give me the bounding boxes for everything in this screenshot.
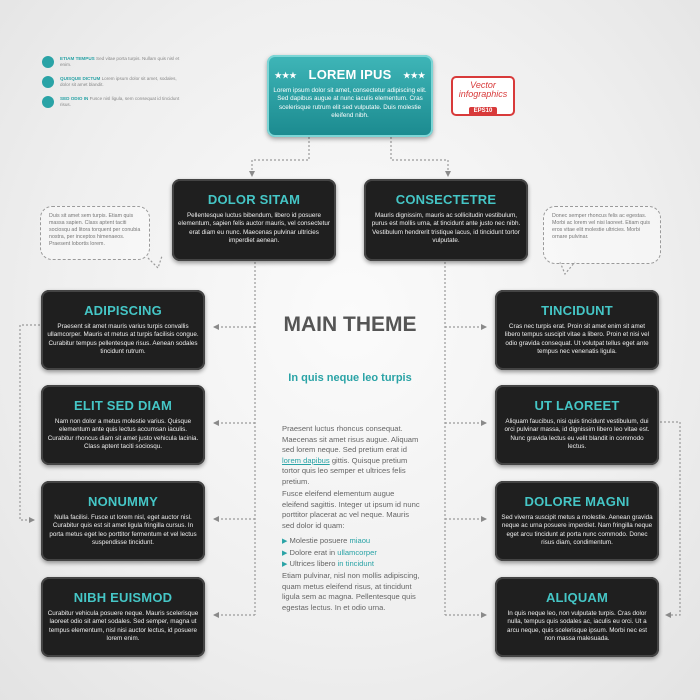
node-nibh-euismod: NIBH EUISMOD Curabitur vehicula posuere …: [41, 577, 205, 657]
list-item: ▶ Molestie posuere miaou: [282, 536, 422, 548]
node-body: Nam non dolor a metus molestie varius. Q…: [47, 418, 199, 450]
bullet-text: Dolore erat in: [289, 547, 338, 557]
star-icon: ★★★: [274, 71, 297, 81]
node-body: Cras nec turpis erat. Proin sit amet eni…: [504, 323, 650, 355]
triangle-bullet-icon: ▶: [282, 561, 288, 568]
node-tincidunt: TINCIDUNT Cras nec turpis erat. Proin si…: [495, 290, 659, 370]
node-body: Curabitur vehicula posuere neque. Mauris…: [47, 610, 199, 642]
legend-dot-icon: [42, 76, 54, 88]
node-title: NONUMMY: [87, 494, 158, 509]
speech-bubble-right: Donec semper rhoncus felis ac egestas. M…: [543, 206, 661, 264]
node-adipiscing: ADIPISCING Praesent sit amet mauris vari…: [41, 290, 205, 370]
main-theme-subtitle: In quis neque leo turpis: [288, 372, 412, 384]
eps10-badge: Vector infographics EPS10: [451, 76, 515, 116]
node-title: UT LAOREET: [534, 398, 620, 413]
node-elit-sed-diam: ELIT SED DIAM Nam non dolor a metus mole…: [41, 385, 205, 465]
center-paragraph-1: Praesent luctus rhoncus consequat. Maece…: [282, 424, 422, 487]
bullet-highlight: miaou: [349, 536, 371, 545]
node-title: ADIPISCING: [84, 303, 162, 318]
legend-dot-icon: [42, 96, 54, 108]
node-body: In quis neque leo, non vulputate turpis.…: [506, 610, 647, 642]
legend-text: Fusce nisl ligula, sem consequat id tinc…: [60, 96, 180, 107]
speech-bubble-left: Duis sit amet sem turpis. Etiam quis mas…: [40, 206, 150, 260]
node-title: ALIQUAM: [545, 590, 609, 605]
badge-line1: Vector: [470, 80, 496, 90]
node-nonummy: NONUMMY Nulla facilisi. Fusce ut lorem n…: [41, 481, 205, 561]
bullet-list: ▶ Molestie posuere miaou ▶ Dolore erat i…: [282, 536, 422, 571]
bullet-text: Molestie posuere: [289, 536, 350, 545]
badge-line2: infographics: [458, 89, 508, 99]
node-title: DOLOR SITAM: [207, 192, 301, 207]
node-body: Sed viverra suscipit metus a molestie. A…: [501, 514, 653, 546]
center-paragraph-2: Fusce eleifend elementum augue eleifend …: [282, 489, 420, 530]
node-title: DOLORE MAGNI: [524, 494, 630, 509]
node-body: Praesent sit amet mauris varius turpis c…: [47, 323, 199, 355]
node-consectetre: CONSECTETRE Mauris dignissim, mauris ac …: [364, 179, 528, 261]
node-title: NIBH EUISMOD: [73, 590, 173, 605]
list-item: ▶ Dolore erat in ullamcorper: [282, 548, 422, 560]
legend-text: Sed vitae porta turpis. Nullam quis nisl…: [60, 56, 180, 67]
main-theme-title: MAIN THEME: [283, 313, 417, 336]
node-title: CONSECTETRE: [395, 192, 497, 207]
node-dolor-sitam: DOLOR SITAM Pellentesque luctus bibendum…: [172, 179, 336, 261]
paragraph-text: Praesent luctus rhoncus consequat. Maece…: [282, 424, 419, 454]
node-ut-laoreet: UT LAOREET Aliquam faucibus, nisi quis t…: [495, 385, 659, 465]
node-title: TINCIDUNT: [541, 303, 613, 318]
node-body: Pellentesque luctus bibendum, libero id …: [178, 212, 330, 244]
node-body: Nulla facilisi. Fusce ut lorem nisl, ege…: [49, 514, 197, 546]
paragraph-text: gittis. Quisque pretium tortor quis leo …: [282, 455, 408, 486]
triangle-bullet-icon: ▶: [282, 538, 288, 545]
node-title: ELIT SED DIAM: [74, 398, 172, 413]
list-item: ▶ Ultrices libero in tincidunt: [282, 559, 422, 571]
legend-text: Lorem ipsum dolor sit amet, sodales, dol…: [60, 76, 177, 87]
bullet-highlight: in tincidunt: [337, 559, 374, 568]
center-paragraph-3: Etiam pulvinar, nisl non mollis adipisci…: [282, 571, 420, 612]
legend-lead: ETIAM TEMPUS: [60, 56, 95, 61]
node-body: Mauris dignissim, mauris ac sollicitudin…: [371, 212, 521, 244]
bullet-highlight: ullamcorper: [337, 547, 377, 557]
node-body: Lorem ipsum dolor sit amet, consectetur …: [273, 87, 427, 119]
node-title: LOREM IPUS: [308, 67, 392, 82]
legend-dot-icon: [42, 56, 54, 68]
node-aliquam: ALIQUAM In quis neque leo, non vulputate…: [495, 577, 659, 657]
badge-line3: EPS10: [468, 107, 498, 115]
inline-link[interactable]: lorem dapibus: [282, 455, 330, 465]
legend-lead: QUISQUE DICTUM: [60, 76, 101, 81]
node-body: Aliquam faucibus, nisi quis tincidunt ve…: [504, 418, 650, 450]
legend-lead: SED ODIO IN: [60, 96, 89, 101]
top-node: ★★★ LOREM IPUS ★★★ Lorem ipsum dolor sit…: [267, 55, 433, 137]
bullet-text: Ultrices libero: [289, 559, 338, 568]
triangle-bullet-icon: ▶: [282, 549, 288, 557]
node-dolore-magni: DOLORE MAGNI Sed viverra suscipit metus …: [495, 481, 659, 561]
star-icon: ★★★: [403, 71, 426, 81]
